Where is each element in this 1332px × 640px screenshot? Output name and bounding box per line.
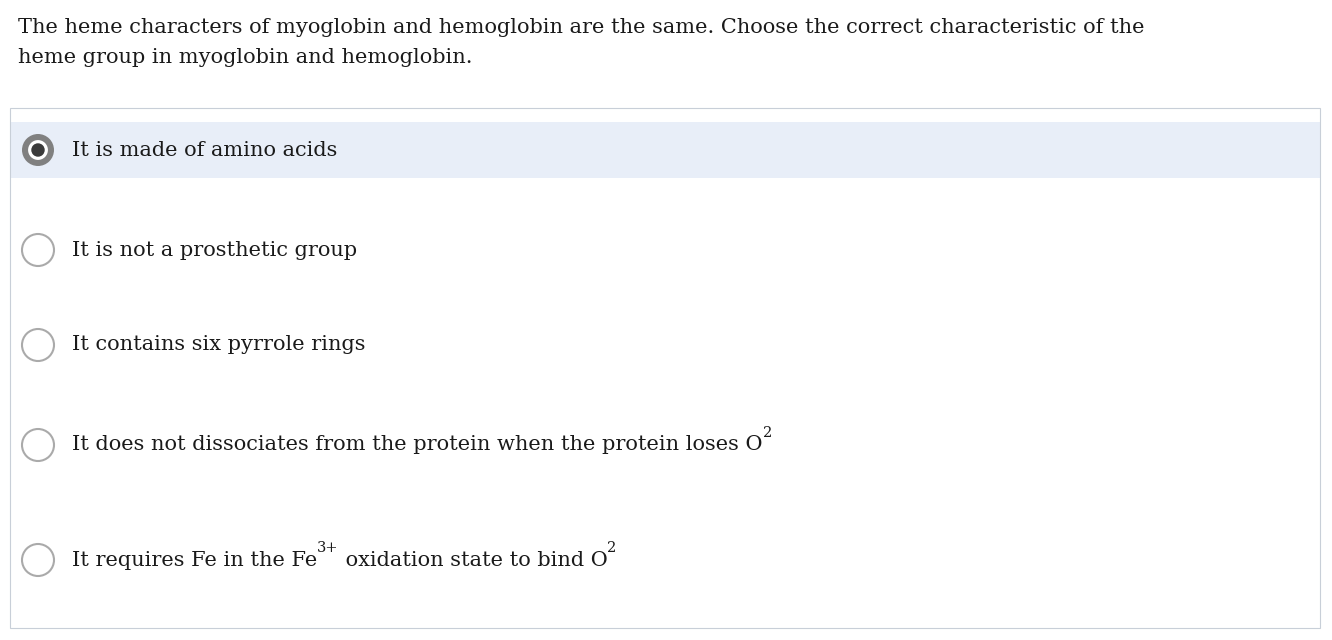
Bar — [11, 108, 1320, 628]
Text: It contains six pyrrole rings: It contains six pyrrole rings — [72, 335, 365, 355]
Circle shape — [23, 234, 55, 266]
Text: The heme characters of myoglobin and hemoglobin are the same. Choose the correct: The heme characters of myoglobin and hem… — [19, 18, 1144, 37]
Circle shape — [23, 544, 55, 576]
Text: 2: 2 — [607, 541, 617, 555]
Circle shape — [23, 134, 55, 166]
Circle shape — [31, 143, 45, 157]
Text: heme group in myoglobin and hemoglobin.: heme group in myoglobin and hemoglobin. — [19, 48, 473, 67]
Bar — [11, 122, 1320, 178]
Text: 2: 2 — [762, 426, 771, 440]
Text: oxidation state to bind O: oxidation state to bind O — [338, 550, 607, 570]
Text: 3+: 3+ — [317, 541, 338, 555]
Circle shape — [23, 329, 55, 361]
Circle shape — [28, 140, 48, 160]
Text: It requires Fe in the Fe: It requires Fe in the Fe — [72, 550, 317, 570]
Circle shape — [23, 429, 55, 461]
Text: It is not a prosthetic group: It is not a prosthetic group — [72, 241, 357, 259]
Text: It does not dissociates from the protein when the protein loses O: It does not dissociates from the protein… — [72, 435, 762, 454]
Text: It is made of amino acids: It is made of amino acids — [72, 141, 337, 159]
